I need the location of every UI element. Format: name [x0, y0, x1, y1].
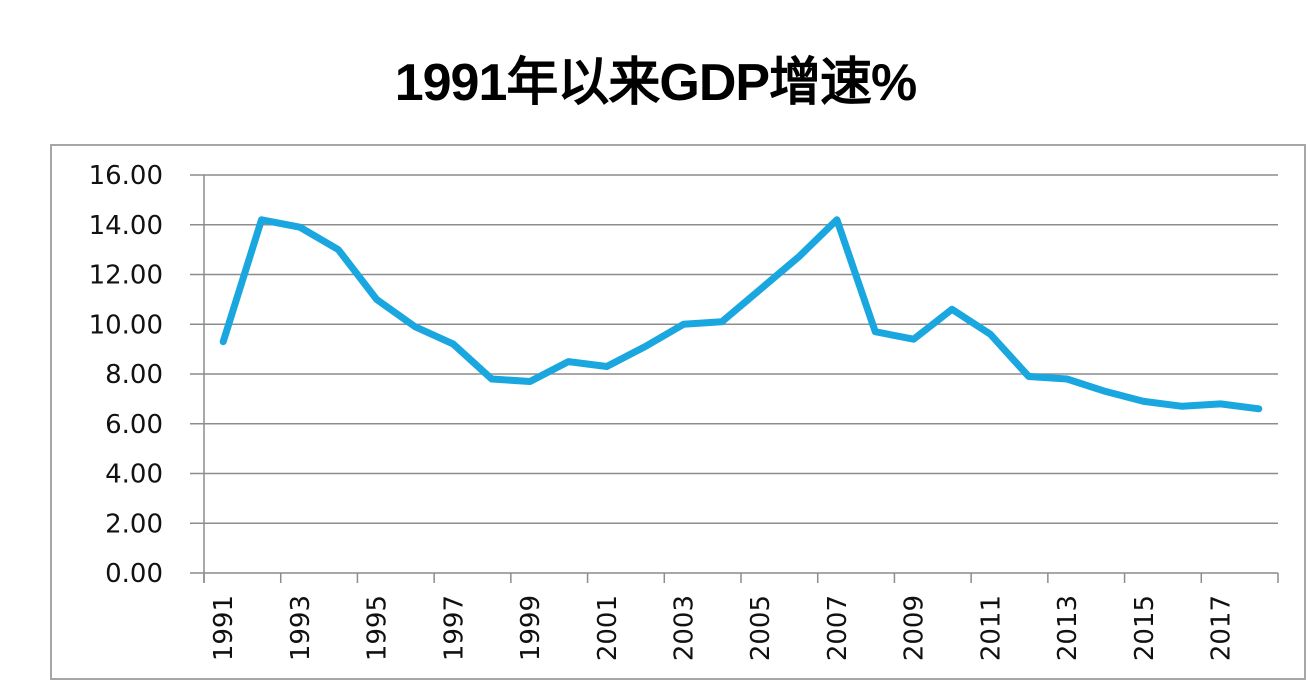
x-tick-label: 2009: [900, 595, 930, 661]
chart-title: 1991年以来GDP增速%: [394, 54, 918, 112]
x-tick-label: 2013: [1053, 595, 1083, 661]
x-tick-label: 2015: [1130, 595, 1160, 661]
y-tick-label: 8.00: [105, 360, 163, 390]
y-tick-label: 10.00: [89, 310, 163, 340]
x-axis: 1991 1993 1995 1997 1999 2001 2003 2005 2007 2009…: [203, 573, 1279, 661]
x-tick-label: 2011: [976, 595, 1006, 661]
x-tick-label: 1999: [516, 595, 546, 661]
x-tick-label: 2017: [1206, 595, 1236, 661]
gridlines: [190, 174, 1278, 574]
x-tick-label: 2007: [823, 595, 853, 661]
x-tick-label: 1995: [363, 595, 393, 661]
x-tick-label: 1997: [439, 595, 469, 661]
y-axis: 0.00 2.00 4.00 6.00 8.00 10.00 12.00 14.00 16.00: [89, 161, 205, 589]
y-tick-label: 4.00: [105, 460, 163, 490]
y-tick-label: 2.00: [105, 509, 163, 539]
x-tick-label: 1991: [209, 595, 239, 661]
y-tick-label: 6.00: [105, 410, 163, 440]
chart-frame: [50, 144, 1306, 680]
x-tick-label: 2005: [746, 595, 776, 661]
y-tick-label: 14.00: [89, 211, 163, 241]
y-tick-label: 16.00: [89, 161, 163, 191]
x-tick-label: 2003: [669, 595, 699, 661]
x-tick-label: 1993: [286, 595, 316, 661]
gdp-growth-line: [219, 216, 1263, 413]
y-tick-label: 0.00: [105, 559, 163, 589]
x-tick-label: 2001: [593, 595, 623, 661]
y-tick-label: 12.00: [89, 261, 163, 291]
